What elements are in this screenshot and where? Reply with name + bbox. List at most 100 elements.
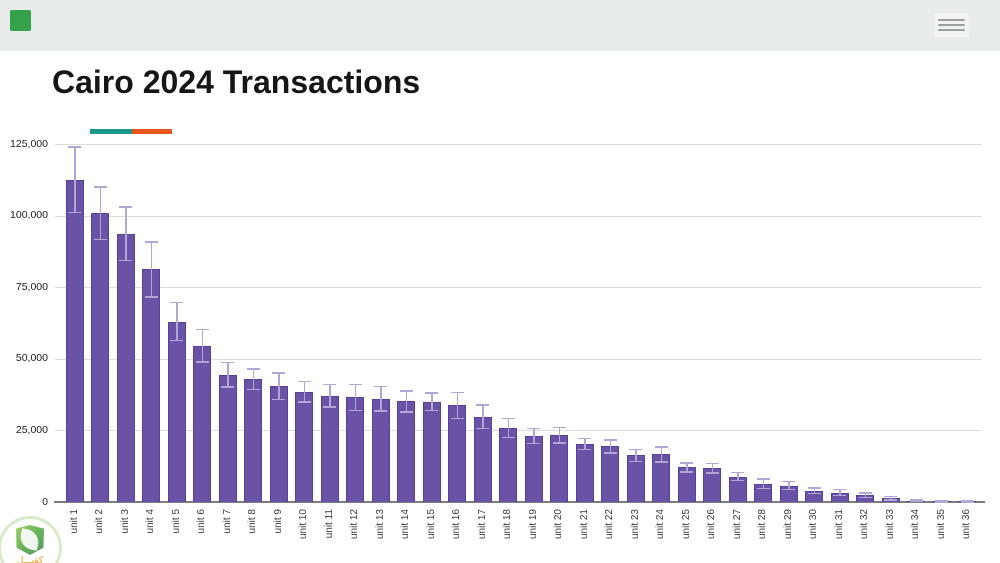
error-bar bbox=[864, 492, 866, 498]
error-bar bbox=[813, 487, 815, 494]
x-axis-tick-label: unit 32 bbox=[859, 509, 871, 540]
error-bar-cap bbox=[858, 492, 872, 494]
error-bar-cap bbox=[884, 499, 898, 501]
x-axis-tick-label: unit 16 bbox=[451, 509, 463, 540]
y-axis-tick-label: 25,000 bbox=[15, 423, 48, 436]
error-bar-cap bbox=[935, 501, 949, 503]
error-bar-cap bbox=[578, 437, 592, 440]
x-axis-tick-label: unit 23 bbox=[629, 509, 641, 540]
x-axis-tick-label: unit 28 bbox=[757, 509, 769, 540]
bar bbox=[473, 416, 492, 502]
accent-teal-segment bbox=[90, 129, 132, 134]
bar bbox=[218, 374, 237, 502]
error-bar-cap bbox=[858, 496, 872, 499]
error-bar-cap bbox=[527, 427, 541, 430]
bar bbox=[269, 386, 288, 502]
error-bar-cap bbox=[756, 487, 770, 489]
error-bar-cap bbox=[705, 472, 719, 474]
error-bar-cap bbox=[374, 385, 388, 388]
error-bar bbox=[762, 479, 764, 489]
error-bar bbox=[660, 447, 662, 462]
error-bar-cap bbox=[144, 241, 158, 243]
error-bar bbox=[456, 392, 458, 419]
brand-logo-square[interactable] bbox=[10, 10, 31, 31]
error-bar-cap bbox=[399, 411, 413, 413]
x-axis-tick-label: unit 18 bbox=[502, 509, 514, 540]
error-bar-cap bbox=[221, 361, 235, 364]
error-bar-cap bbox=[731, 471, 745, 474]
x-axis-tick-label: unit 33 bbox=[884, 509, 896, 540]
error-bar bbox=[278, 373, 280, 400]
y-axis-tick-label: 125,000 bbox=[10, 137, 48, 150]
error-bar-cap bbox=[476, 427, 490, 430]
bar bbox=[626, 455, 645, 502]
shield-leaf-icon bbox=[16, 525, 44, 555]
error-bar-cap bbox=[399, 390, 413, 392]
bar bbox=[397, 401, 416, 502]
error-bar-cap bbox=[93, 238, 107, 241]
error-bar bbox=[558, 427, 560, 443]
gridline bbox=[55, 287, 982, 289]
bar bbox=[116, 233, 135, 502]
error-bar-cap bbox=[501, 436, 515, 439]
bar bbox=[167, 321, 186, 502]
watermark-text: كفيـــل bbox=[16, 555, 44, 563]
error-bar bbox=[711, 463, 713, 474]
error-bar bbox=[74, 147, 76, 213]
x-axis-tick-label: unit 7 bbox=[221, 509, 233, 534]
gridline bbox=[55, 144, 982, 145]
x-axis-tick-label: unit 1 bbox=[68, 509, 80, 534]
error-bar bbox=[125, 207, 127, 261]
error-bar-cap bbox=[246, 388, 260, 391]
menu-line bbox=[938, 19, 965, 21]
x-axis-tick-label: unit 15 bbox=[425, 509, 437, 540]
error-bar-cap bbox=[68, 146, 82, 148]
bar bbox=[524, 435, 543, 502]
error-bar bbox=[584, 438, 586, 450]
brand-watermark: كفيـــل bbox=[0, 516, 62, 563]
leaf-icon bbox=[18, 528, 41, 551]
menu-line bbox=[938, 29, 965, 31]
x-axis-tick-label: unit 29 bbox=[782, 509, 794, 540]
error-bar-cap bbox=[450, 417, 464, 420]
y-axis-tick-label: 100,000 bbox=[10, 209, 48, 222]
accent-orange-segment bbox=[132, 129, 172, 134]
error-bar-cap bbox=[731, 479, 745, 482]
error-bar-cap bbox=[119, 259, 133, 262]
error-bar-cap bbox=[909, 499, 923, 501]
x-axis-tick-label: unit 13 bbox=[374, 509, 386, 540]
error-bar-cap bbox=[960, 499, 974, 502]
x-axis-tick-label: unit 19 bbox=[527, 509, 539, 540]
error-bar bbox=[482, 405, 484, 429]
error-bar bbox=[227, 362, 229, 388]
error-bar bbox=[405, 391, 407, 412]
error-bar bbox=[303, 381, 305, 403]
x-axis-tick-label: unit 3 bbox=[119, 509, 131, 534]
error-bar-cap bbox=[323, 383, 337, 386]
x-axis-tick-label: unit 24 bbox=[655, 509, 667, 540]
bar bbox=[499, 427, 518, 502]
gridline bbox=[55, 215, 982, 217]
error-bar bbox=[431, 392, 433, 411]
error-bar-cap bbox=[705, 462, 719, 465]
error-bar-cap bbox=[654, 461, 668, 463]
menu-icon[interactable] bbox=[934, 13, 969, 37]
x-axis-tick-label: unit 21 bbox=[578, 509, 590, 540]
error-bar-cap bbox=[297, 380, 311, 383]
y-axis-tick-label: 0 bbox=[42, 495, 48, 508]
error-bar-cap bbox=[552, 442, 566, 444]
error-bar-cap bbox=[348, 409, 362, 412]
error-bar bbox=[890, 496, 892, 500]
error-bar-cap bbox=[374, 410, 388, 412]
error-bar-cap bbox=[501, 417, 515, 420]
bar bbox=[346, 397, 365, 502]
error-bar-cap bbox=[629, 460, 643, 463]
bar bbox=[193, 345, 212, 502]
error-bar-cap bbox=[833, 494, 847, 497]
error-bar bbox=[150, 241, 152, 297]
error-bar-cap bbox=[450, 391, 464, 394]
x-axis-tick-label: unit 35 bbox=[935, 509, 947, 540]
gridline bbox=[55, 430, 982, 432]
